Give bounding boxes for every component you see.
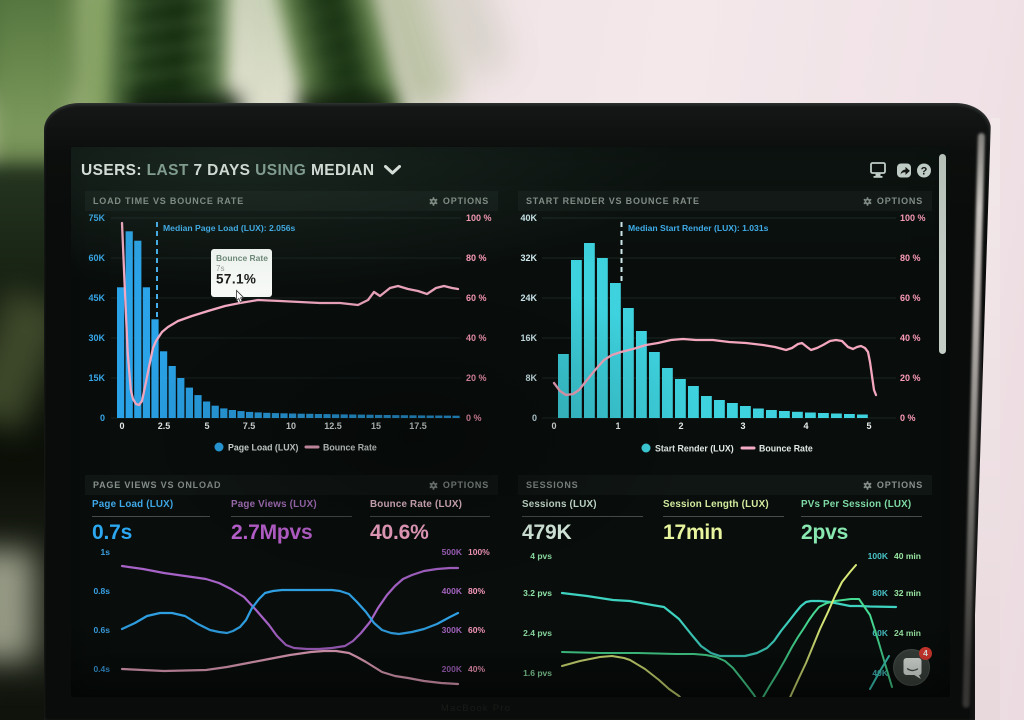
svg-text:24K: 24K xyxy=(520,293,537,303)
svg-text:40 %: 40 % xyxy=(466,333,487,343)
svg-text:2: 2 xyxy=(678,421,683,431)
svg-text:100K: 100K xyxy=(868,551,889,561)
svg-text:12.5: 12.5 xyxy=(324,421,342,431)
svg-text:Median Page Load (LUX): 2.056s: Median Page Load (LUX): 2.056s xyxy=(163,223,296,233)
svg-text:40K: 40K xyxy=(872,668,888,678)
svg-text:500K: 500K xyxy=(442,547,463,557)
svg-text:100 %: 100 % xyxy=(900,213,926,223)
svg-text:Bounce Rate: Bounce Rate xyxy=(216,253,268,263)
svg-text:2.5: 2.5 xyxy=(158,421,171,431)
svg-text:17.5: 17.5 xyxy=(409,421,427,431)
svg-text:0.4s: 0.4s xyxy=(93,664,110,674)
svg-text:3.2 pvs: 3.2 pvs xyxy=(523,588,552,598)
svg-text:7.5: 7.5 xyxy=(243,421,256,431)
svg-text:8K: 8K xyxy=(525,373,537,383)
svg-text:40 min: 40 min xyxy=(894,551,921,561)
svg-text:3: 3 xyxy=(740,421,745,431)
svg-text:60K: 60K xyxy=(88,253,105,263)
svg-text:15K: 15K xyxy=(88,373,105,383)
svg-text:0: 0 xyxy=(119,421,124,431)
svg-text:1.6 pvs: 1.6 pvs xyxy=(523,668,552,678)
svg-text:0: 0 xyxy=(532,413,537,423)
svg-text:57.1%: 57.1% xyxy=(216,272,256,287)
svg-text:40 %: 40 % xyxy=(900,333,921,343)
svg-text:5: 5 xyxy=(204,421,209,431)
svg-text:15: 15 xyxy=(371,421,381,431)
svg-text:30K: 30K xyxy=(88,333,105,343)
svg-text:Bounce Rate: Bounce Rate xyxy=(323,443,377,453)
svg-text:300K: 300K xyxy=(442,625,463,635)
svg-text:40K: 40K xyxy=(520,213,537,223)
svg-text:60%: 60% xyxy=(468,625,485,635)
svg-text:80K: 80K xyxy=(872,588,888,598)
svg-text:75K: 75K xyxy=(88,213,105,223)
svg-text:0: 0 xyxy=(551,421,556,431)
svg-text:4: 4 xyxy=(803,421,808,431)
svg-text:7s: 7s xyxy=(216,264,224,273)
svg-text:200K: 200K xyxy=(442,664,463,674)
svg-text:16K: 16K xyxy=(520,333,537,343)
svg-text:32K: 32K xyxy=(520,253,537,263)
svg-text:5: 5 xyxy=(866,421,871,431)
svg-text:0: 0 xyxy=(100,413,105,423)
svg-text:45K: 45K xyxy=(88,293,105,303)
svg-text:1s: 1s xyxy=(101,547,111,557)
svg-text:100%: 100% xyxy=(468,547,490,557)
svg-text:Bounce Rate: Bounce Rate xyxy=(759,444,813,454)
svg-text:24 min: 24 min xyxy=(894,628,921,638)
svg-text:60K: 60K xyxy=(872,628,888,638)
svg-text:400K: 400K xyxy=(442,586,463,596)
svg-text:10: 10 xyxy=(286,421,296,431)
svg-text:0 %: 0 % xyxy=(900,413,916,423)
svg-text:4 pvs: 4 pvs xyxy=(530,551,552,561)
svg-text:20 %: 20 % xyxy=(466,373,487,383)
svg-text:Start Render (LUX): Start Render (LUX) xyxy=(655,444,734,454)
svg-text:32 min: 32 min xyxy=(894,588,921,598)
svg-text:Median Start Render (LUX): 1.0: Median Start Render (LUX): 1.031s xyxy=(628,223,769,233)
svg-text:Page Load (LUX): Page Load (LUX) xyxy=(228,443,298,453)
svg-text:100 %: 100 % xyxy=(466,213,492,223)
svg-text:2.4 pvs: 2.4 pvs xyxy=(523,628,552,638)
svg-text:0 %: 0 % xyxy=(466,413,482,423)
svg-text:60 %: 60 % xyxy=(900,293,921,303)
svg-text:0.8s: 0.8s xyxy=(93,586,110,596)
svg-text:40%: 40% xyxy=(468,664,485,674)
svg-text:80 %: 80 % xyxy=(900,253,921,263)
svg-text:?: ? xyxy=(921,165,928,177)
svg-text:20 %: 20 % xyxy=(900,373,921,383)
svg-text:80%: 80% xyxy=(468,586,485,596)
svg-text:80 %: 80 % xyxy=(466,253,487,263)
svg-text:1: 1 xyxy=(615,421,620,431)
svg-text:0.6s: 0.6s xyxy=(93,625,110,635)
svg-text:60 %: 60 % xyxy=(466,293,487,303)
